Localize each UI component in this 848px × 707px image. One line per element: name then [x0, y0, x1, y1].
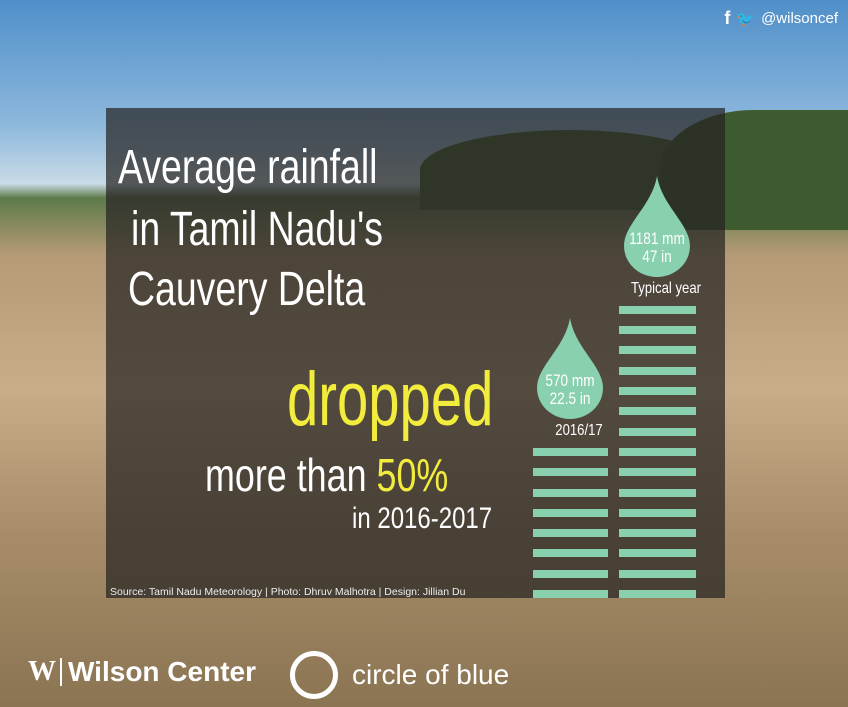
- value-mm: 570 mm: [545, 370, 595, 390]
- rainfall-stripe: [619, 468, 696, 477]
- headline-dropped: dropped: [287, 357, 494, 442]
- rainfall-stripe: [619, 590, 696, 598]
- rainfall-stripe: [533, 590, 608, 598]
- facebook-icon[interactable]: f: [724, 8, 731, 28]
- source-credit: Source: Tamil Nadu Meteorology | Photo: …: [110, 586, 466, 598]
- rainfall-stripe: [619, 427, 696, 436]
- circle-icon: [290, 651, 338, 699]
- category-label: 2016/17: [555, 421, 603, 439]
- rainfall-stripe: [619, 346, 696, 355]
- water-drop-icon: [537, 317, 603, 419]
- rainfall-stripe: [619, 549, 696, 558]
- rainfall-stripe: [533, 488, 608, 497]
- rainfall-stripe: [533, 468, 608, 477]
- logo-divider: [60, 658, 62, 686]
- rainfall-stripe: [533, 569, 608, 578]
- value-in: 47 in: [642, 246, 672, 266]
- circle-of-blue-text: circle of blue: [352, 659, 510, 690]
- value-mm: 1181 mm: [629, 228, 685, 248]
- headline-more-than: more than 50%: [205, 448, 448, 502]
- rainfall-stripe: [619, 305, 696, 314]
- rainfall-stripe: [619, 366, 696, 375]
- rainfall-stripe: [533, 508, 608, 517]
- rainfall-stripe: [619, 529, 696, 538]
- headline-line1: Average rainfall: [118, 141, 378, 194]
- wilson-center-logo[interactable]: W Wilson Center: [28, 656, 256, 688]
- water-drop-icon: [624, 175, 690, 277]
- drop-value: 1181 mm 47 in: [625, 228, 689, 266]
- circle-of-blue-logo[interactable]: circle of blue: [290, 651, 509, 699]
- social-handle[interactable]: f 🐦 @wilsoncef: [724, 8, 838, 29]
- rainfall-stripe: [619, 407, 696, 416]
- rainfall-stripe: [619, 569, 696, 578]
- value-in: 22.5 in: [549, 388, 591, 408]
- headline-line3: Cauvery Delta: [128, 263, 366, 316]
- headline-line2: in Tamil Nadu's: [131, 203, 384, 256]
- drop-value: 570 mm 22.5 in: [538, 370, 602, 408]
- rainfall-stripe: [533, 447, 608, 456]
- wilson-mark: W: [28, 656, 56, 687]
- twitter-icon[interactable]: 🐦: [736, 10, 756, 28]
- rainfall-stripe: [619, 326, 696, 335]
- rainfall-stripe: [619, 387, 696, 395]
- rainfall-stripe: [533, 529, 608, 538]
- category-label: Typical year: [630, 279, 702, 297]
- social-handle-text: @wilsoncef: [761, 10, 838, 27]
- headline-period: in 2016-2017: [352, 502, 493, 535]
- percent-text: 50%: [376, 449, 449, 501]
- wilson-center-text: Wilson Center: [68, 656, 256, 687]
- rainfall-stripe: [619, 447, 696, 456]
- rainfall-stripe: [533, 549, 608, 558]
- more-than-text: more than: [205, 449, 367, 501]
- rainfall-stripe: [619, 508, 696, 517]
- rainfall-stripe: [619, 488, 696, 497]
